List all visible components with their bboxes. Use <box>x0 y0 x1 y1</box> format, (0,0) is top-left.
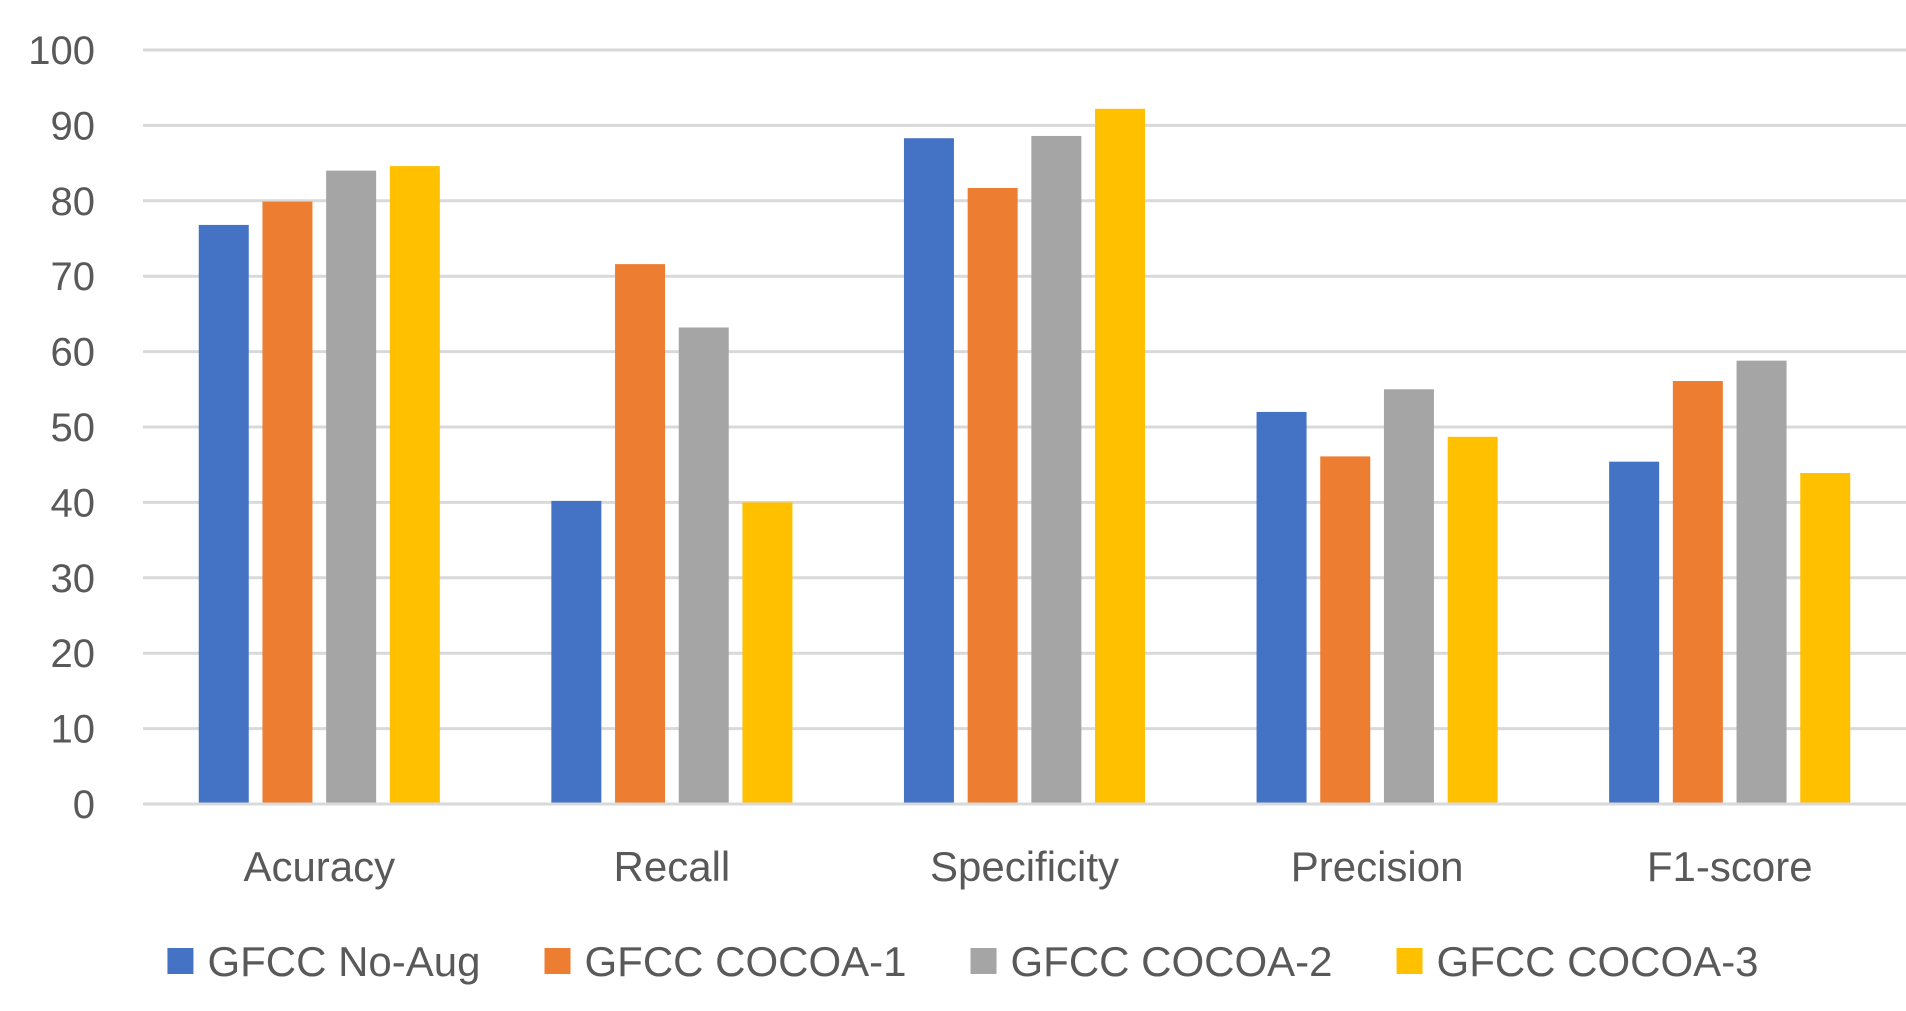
bar-gfcc-cocoa-1-recall <box>615 264 666 804</box>
bar-gfcc-cocoa-1-acuracy <box>262 201 313 804</box>
legend-swatch-gfcc-cocoa-1 <box>544 948 571 974</box>
legend-swatch-gfcc-no-aug <box>167 948 194 974</box>
y-axis-ticks: 0 10 20 30 40 50 60 70 80 90 100 <box>28 29 95 827</box>
y-tick-label: 40 <box>51 481 96 525</box>
bar-gfcc-no-aug-precision <box>1256 411 1307 804</box>
bar-gfcc-cocoa-2-acuracy <box>326 170 377 804</box>
x-category-label: Precision <box>1291 843 1464 890</box>
bar-gfcc-cocoa-3-specificity <box>1095 108 1146 804</box>
x-category-label: Acuracy <box>243 843 395 890</box>
legend-label-gfcc-cocoa-2: GFCC COCOA-2 <box>1011 938 1333 985</box>
y-tick-label: 60 <box>51 331 96 375</box>
y-tick-label: 0 <box>73 783 95 827</box>
bar-gfcc-no-aug-specificity <box>903 138 954 804</box>
bar-gfcc-cocoa-2-f1-score <box>1736 360 1787 804</box>
bar-gfcc-cocoa-2-specificity <box>1031 135 1082 804</box>
bars <box>198 108 1851 805</box>
y-tick-label: 50 <box>51 406 96 450</box>
x-category-label: Recall <box>614 843 731 890</box>
x-axis-categories: Acuracy Recall Specificity Precision F1-scor… <box>243 843 1812 890</box>
y-tick-label: 100 <box>28 29 95 73</box>
bar-gfcc-cocoa-1-precision <box>1320 456 1371 804</box>
bar-gfcc-no-aug-f1-score <box>1609 461 1660 804</box>
bar-gfcc-cocoa-3-acuracy <box>389 166 440 805</box>
y-tick-label: 20 <box>51 632 96 676</box>
bar-gfcc-cocoa-3-f1-score <box>1800 472 1851 804</box>
legend: GFCC No-Aug GFCC COCOA-1 GFCC COCOA-2 GFCC … <box>167 938 1759 985</box>
legend-swatch-gfcc-cocoa-3 <box>1396 948 1423 974</box>
bar-gfcc-cocoa-1-f1-score <box>1672 381 1723 804</box>
bar-gfcc-cocoa-3-recall <box>742 502 793 804</box>
bar-gfcc-cocoa-2-recall <box>678 327 729 804</box>
y-tick-label: 90 <box>51 104 96 148</box>
y-tick-label: 30 <box>51 557 96 601</box>
y-tick-label: 80 <box>51 180 96 224</box>
bar-gfcc-cocoa-3-precision <box>1447 436 1498 804</box>
x-category-label: F1-score <box>1647 843 1813 890</box>
x-category-label: Specificity <box>930 843 1119 890</box>
legend-label-gfcc-cocoa-3: GFCC COCOA-3 <box>1437 938 1759 985</box>
legend-label-gfcc-no-aug: GFCC No-Aug <box>207 938 480 985</box>
bar-gfcc-no-aug-recall <box>551 500 602 804</box>
legend-swatch-gfcc-cocoa-2 <box>970 948 997 974</box>
bar-gfcc-cocoa-1-specificity <box>967 187 1018 804</box>
legend-label-gfcc-cocoa-1: GFCC COCOA-1 <box>585 938 907 985</box>
y-tick-label: 10 <box>51 708 96 752</box>
bar-gfcc-no-aug-acuracy <box>198 224 249 805</box>
y-tick-label: 70 <box>51 255 96 299</box>
bar-gfcc-cocoa-2-precision <box>1383 389 1434 804</box>
